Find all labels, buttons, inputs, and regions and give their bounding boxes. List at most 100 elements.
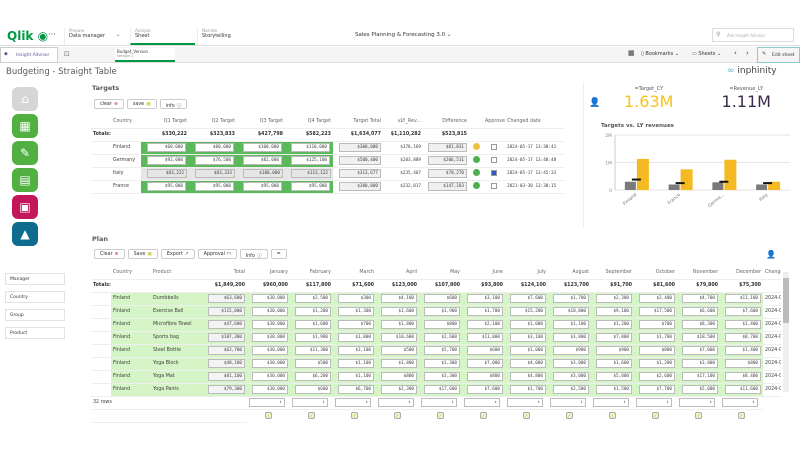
- total-input[interactable]: $47,600: [208, 320, 245, 329]
- target-input[interactable]: $110,000: [291, 143, 330, 152]
- month-input[interactable]: $3,000: [553, 359, 589, 368]
- grid-icon[interactable]: ▦: [628, 49, 635, 57]
- nav-narrate[interactable]: Narrate Storytelling: [197, 28, 262, 45]
- column-header[interactable]: Total: [203, 266, 247, 280]
- apply-check-icon[interactable]: ✓: [738, 412, 745, 420]
- column-header[interactable]: Q4 Target: [285, 115, 333, 129]
- target-input[interactable]: $100,000: [242, 169, 283, 178]
- month-input[interactable]: $11,300: [295, 346, 331, 355]
- target-total-input[interactable]: $380,000: [338, 182, 381, 191]
- total-input[interactable]: $48,100: [208, 359, 245, 368]
- bulk-input[interactable]: ⇕: [249, 398, 285, 407]
- bulk-input[interactable]: ⇕: [593, 398, 629, 407]
- target-input[interactable]: $76,500: [195, 156, 234, 165]
- apply-check-icon[interactable]: ✓: [566, 412, 573, 420]
- column-header[interactable]: Q2 Target: [189, 115, 237, 129]
- month-input[interactable]: $4,800: [510, 372, 546, 381]
- apply-check-icon[interactable]: ✓: [695, 412, 702, 420]
- month-input[interactable]: $2,600: [639, 372, 675, 381]
- target-input[interactable]: $60,000: [147, 143, 186, 152]
- nav-analyze[interactable]: Analyze Sheet: [130, 28, 195, 45]
- column-header[interactable]: January: [247, 266, 290, 280]
- month-input[interactable]: $800: [424, 320, 460, 329]
- column-header[interactable]: Country: [111, 115, 141, 129]
- column-header[interactable]: May: [419, 266, 462, 280]
- month-input[interactable]: $7,000: [682, 346, 718, 355]
- target-input[interactable]: $95,000: [291, 182, 330, 191]
- target-input[interactable]: $95,000: [195, 182, 234, 191]
- month-input[interactable]: $4,000: [510, 359, 546, 368]
- month-input[interactable]: $7,700: [639, 385, 675, 394]
- column-header[interactable]: December: [720, 266, 763, 280]
- month-input[interactable]: $1,700: [639, 333, 675, 342]
- month-input[interactable]: $1,500: [596, 385, 632, 394]
- save-button[interactable]: save ▣: [126, 99, 157, 109]
- bulk-input[interactable]: ⇕: [421, 398, 457, 407]
- column-header[interactable]: September: [591, 266, 634, 280]
- approved-checkbox[interactable]: [491, 156, 497, 163]
- month-input[interactable]: $7,600: [725, 307, 761, 316]
- month-input[interactable]: $1,400: [725, 320, 761, 329]
- total-input[interactable]: $79,300: [208, 385, 245, 394]
- app-tile-calendar[interactable]: ▣: [12, 195, 38, 219]
- month-input[interactable]: $8,700: [725, 333, 761, 342]
- month-input[interactable]: $1,100: [338, 372, 374, 381]
- column-header[interactable]: vLY_Rev...: [383, 115, 423, 129]
- approved-checkbox[interactable]: [491, 143, 497, 150]
- month-input[interactable]: $800: [467, 372, 503, 381]
- month-input[interactable]: $2,300: [596, 294, 632, 303]
- menu-button[interactable]: =: [270, 249, 287, 259]
- target-total-input[interactable]: $313,677: [338, 169, 381, 178]
- month-input[interactable]: $600: [295, 385, 331, 394]
- month-input[interactable]: $500: [381, 346, 417, 355]
- month-input[interactable]: $1,000: [510, 346, 546, 355]
- month-input[interactable]: $1,100: [553, 320, 589, 329]
- approved-checkbox[interactable]: [491, 169, 497, 176]
- month-input[interactable]: $30,000: [252, 359, 288, 368]
- month-input[interactable]: $2,400: [639, 294, 675, 303]
- month-input[interactable]: $5,000: [596, 372, 632, 381]
- month-input[interactable]: $7,000: [467, 359, 503, 368]
- marker[interactable]: [631, 178, 641, 181]
- apply-check-icon[interactable]: ✓: [523, 412, 530, 420]
- month-input[interactable]: $900: [596, 346, 632, 355]
- target-total-input[interactable]: $500,400: [338, 156, 381, 165]
- bulk-input[interactable]: ⇕: [378, 398, 414, 407]
- approval-button[interactable]: Approval ⊓: [197, 249, 237, 259]
- month-input[interactable]: $1,600: [381, 307, 417, 316]
- month-input[interactable]: $1,700: [467, 307, 503, 316]
- target-input[interactable]: $92,000: [147, 156, 186, 165]
- month-input[interactable]: $11,100: [725, 294, 761, 303]
- nav-prepare[interactable]: Prepare Data manager: [64, 28, 114, 45]
- month-input[interactable]: $9,100: [596, 307, 632, 316]
- month-input[interactable]: $30,000: [252, 346, 288, 355]
- column-header[interactable]: Q3 Target: [237, 115, 285, 129]
- current-selection[interactable]: Budget_Version Version 1: [115, 48, 175, 62]
- export-button[interactable]: Export ↗: [160, 249, 195, 259]
- marker[interactable]: [675, 182, 685, 185]
- sheets-button[interactable]: ▭ Sheets ⌄: [692, 51, 722, 57]
- column-header[interactable]: March: [333, 266, 376, 280]
- column-header[interactable]: [469, 115, 483, 129]
- month-input[interactable]: $800: [639, 346, 675, 355]
- month-input[interactable]: $3,800: [682, 359, 718, 368]
- month-input[interactable]: $1,700: [510, 385, 546, 394]
- app-tile-home[interactable]: ⌂: [12, 87, 38, 111]
- app-tile-chart[interactable]: ▲: [12, 222, 38, 246]
- bulk-input[interactable]: ⇕: [464, 398, 500, 407]
- column-header[interactable]: Product: [151, 266, 203, 280]
- month-input[interactable]: $3,100: [510, 333, 546, 342]
- column-header[interactable]: Target Total: [333, 115, 383, 129]
- month-input[interactable]: $1,400: [725, 346, 761, 355]
- app-title[interactable]: Sales Planning & Forecasting 3.0 ⌄: [355, 32, 452, 38]
- column-header[interactable]: August: [548, 266, 591, 280]
- column-header[interactable]: Q1 Target: [141, 115, 189, 129]
- bulk-input[interactable]: ⇕: [550, 398, 586, 407]
- chevron-down-icon[interactable]: ⌄: [116, 32, 121, 38]
- target-input[interactable]: $113,122: [290, 169, 331, 178]
- selections-tool-icon[interactable]: ⊡: [64, 50, 70, 58]
- month-input[interactable]: $1,900: [424, 307, 460, 316]
- user-icon[interactable]: 👤: [589, 98, 601, 108]
- month-input[interactable]: $1,600: [596, 359, 632, 368]
- approved-checkbox[interactable]: [491, 182, 497, 189]
